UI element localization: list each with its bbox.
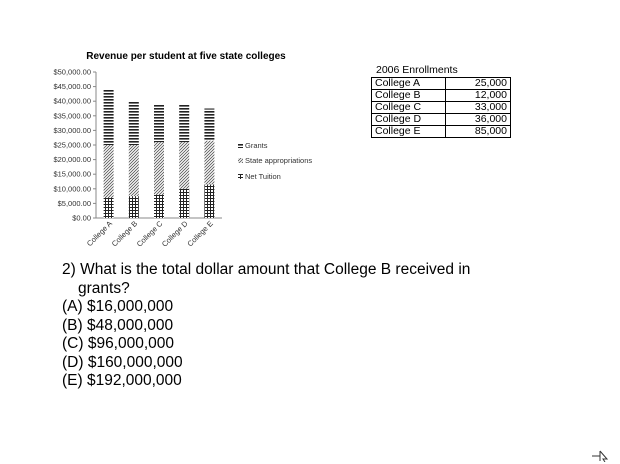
bar-segment [154, 104, 164, 143]
bar-segment [128, 101, 139, 145]
table-row: College B 12,000 [371, 89, 511, 102]
college-name-cell: College C [371, 101, 446, 114]
bar-segment [103, 89, 114, 145]
bar-segment [128, 196, 139, 218]
bar-segment [204, 140, 215, 185]
answer-choice-e[interactable]: (E) $192,000,000 [62, 372, 182, 389]
bar-segment [204, 108, 215, 141]
bar-segment [179, 104, 190, 143]
bar-segment [154, 194, 164, 218]
y-tick-label: $10,000.00 [53, 184, 91, 193]
x-tick-label: College B [110, 219, 139, 248]
y-tick-label: $0.00 [72, 214, 91, 223]
y-tick-label: $5,000.00 [58, 199, 91, 208]
college-name-cell: College E [371, 125, 446, 138]
legend-swatch [238, 158, 243, 163]
college-name-cell: College B [371, 89, 446, 102]
legend-swatch [238, 174, 243, 179]
legend: Grants State appropriations Net Tuition [238, 141, 312, 181]
x-tick-label: College A [85, 219, 114, 248]
legend-label: Grants [245, 141, 268, 150]
question-stem-line: grants? [78, 279, 130, 297]
question-block: 2) What is the total dollar amount that … [62, 261, 470, 391]
y-tick-label: $45,000.00 [53, 82, 91, 91]
enrollment-value-cell: 85,000 [445, 125, 511, 138]
enrollment-value-cell: 33,000 [445, 101, 511, 114]
y-tick-label: $30,000.00 [53, 126, 91, 135]
y-tick-label: $15,000.00 [53, 170, 91, 179]
y-axis: $0.00 $5,000.00 $10,000.00 $15,000.00 $20,00… [53, 68, 222, 223]
enrollment-value-cell: 12,000 [445, 89, 511, 102]
bar-segment [179, 142, 190, 189]
table-row: College C 33,000 [371, 101, 511, 114]
y-tick-label: $40,000.00 [53, 97, 91, 106]
y-tick-label: $35,000.00 [53, 111, 91, 120]
answer-choice-b[interactable]: (B) $48,000,000 [62, 316, 174, 334]
y-tick-label: $25,000.00 [53, 141, 91, 150]
x-tick-label: College C [135, 219, 165, 249]
table-row: College A 25,000 [371, 77, 511, 90]
x-tick-label: College D [160, 219, 190, 249]
legend-label: State appropriations [245, 156, 312, 165]
legend-swatch [238, 143, 243, 148]
table-row: College E 85,000 [371, 125, 511, 138]
bars [103, 89, 215, 218]
answer-choice-a[interactable]: (A) $16,000,000 [62, 298, 174, 315]
legend-label: Net Tuition [245, 172, 281, 181]
bar-segment [154, 142, 164, 195]
bar-segment [103, 145, 114, 198]
question-stem-line: 2) What is the total dollar amount that … [62, 261, 471, 278]
enrollment-grid: College A 25,000 College B 12,000 Colleg… [371, 77, 511, 138]
answer-choice-c[interactable]: (C) $96,000,000 [62, 335, 175, 352]
y-tick-label: $20,000.00 [53, 155, 91, 164]
chart-title: Revenue per student at five state colleg… [86, 51, 286, 62]
x-tick-label: College E [185, 219, 214, 248]
bar-segment [204, 184, 215, 218]
enrollment-value-cell: 25,000 [445, 77, 511, 90]
enrollment-table: 2006 Enrollments College A 25,000 Colleg… [371, 64, 511, 138]
answer-choice-d[interactable]: (D) $160,000,000 [62, 353, 183, 371]
bar-segment [179, 188, 190, 218]
bar-segment [128, 145, 139, 197]
y-tick-label: $50,000.00 [53, 68, 91, 77]
enrollment-value-cell: 36,000 [445, 113, 511, 126]
enrollment-table-title: 2006 Enrollments [376, 64, 458, 76]
bar-segment [103, 197, 114, 218]
pen-cursor-icon [592, 450, 609, 462]
college-name-cell: College A [371, 77, 446, 90]
college-name-cell: College D [371, 113, 446, 126]
table-row: College D 36,000 [371, 113, 511, 126]
